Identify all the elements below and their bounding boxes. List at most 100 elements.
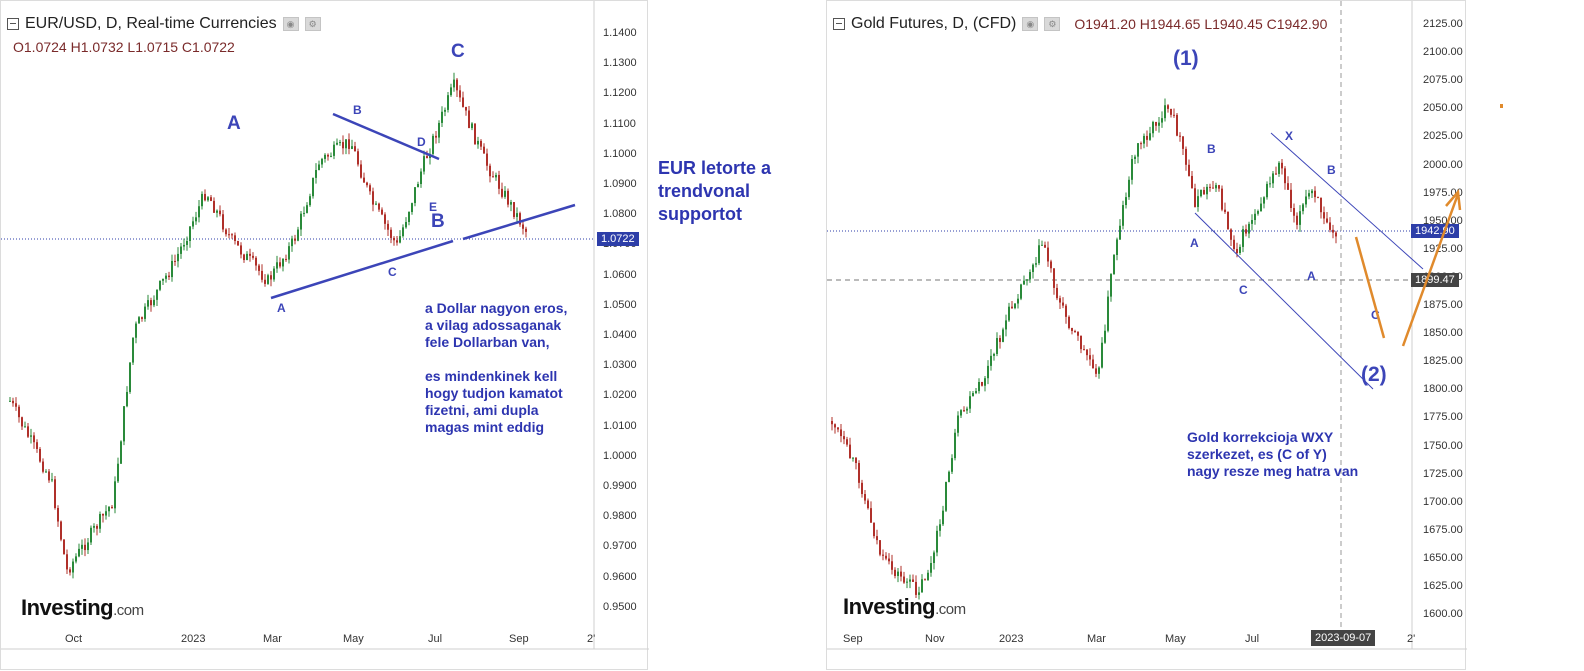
gold-candle-body (1032, 264, 1034, 273)
wave-label-C-major: C (451, 41, 465, 62)
gold-candle-body (1215, 185, 1217, 189)
eurusd-candle-body (345, 139, 347, 149)
gold-candle-body (963, 410, 965, 412)
eurusd-current-price-tag: 1.0722 (597, 232, 639, 246)
wave-label-b-minor: B (353, 103, 362, 117)
gold-time-axis[interactable]: Sep Nov 2023 Mar May Jul 2' (827, 633, 1467, 649)
eurusd-candle-body (414, 187, 416, 204)
eurusd-candle-body (219, 210, 221, 215)
eurusd-candle-body (12, 400, 14, 404)
price-tick-label: 1.1000 (603, 147, 637, 160)
eurusd-upper-trendline (332, 112, 440, 161)
gold-candle-body (1233, 239, 1235, 249)
eurusd-candle-body (267, 275, 269, 284)
eurusd-candle-body (297, 229, 299, 241)
eurusd-candle-body (492, 176, 494, 178)
eurusd-candle-body (138, 317, 140, 324)
visibility-icon[interactable]: ◉ (282, 17, 299, 31)
gold-candle-body (1179, 135, 1181, 137)
gold-candle-body (1194, 188, 1196, 207)
eurusd-candle-body (180, 246, 182, 254)
gold-candle-body (921, 579, 923, 593)
gold-candle-body (1101, 342, 1103, 368)
gold-candle-body (987, 365, 989, 379)
eurusd-candle-body (195, 217, 197, 222)
price-tick-label: 2000.00 (1423, 158, 1463, 171)
gold-candle-body (1281, 162, 1283, 169)
eurusd-candlestick-plot[interactable] (1, 1, 649, 671)
gold-candle-body (1059, 298, 1061, 303)
gold-candle-body (861, 482, 863, 495)
gold-candle-body (939, 524, 941, 531)
eurusd-candle-body (204, 193, 206, 201)
eurusd-candle-body (174, 260, 176, 262)
price-tick-label: 2125.00 (1423, 18, 1463, 30)
price-tick-label: 1875.00 (1423, 299, 1463, 311)
eurusd-candle-body (333, 144, 335, 156)
gold-chart-panel[interactable]: Gold Futures, D, (CFD) ◉ ⚙ O1941.20 H194… (826, 0, 1467, 671)
gold-candle-body (1308, 193, 1310, 197)
eurusd-candle-body (252, 255, 254, 258)
gold-candle-body (1023, 280, 1025, 285)
gold-candle-body (1332, 229, 1334, 233)
price-tick-label: 2050.00 (1423, 102, 1463, 115)
gold-candle-body (1206, 186, 1208, 195)
gold-candle-body (918, 592, 920, 595)
gold-candle-body (1095, 368, 1097, 374)
eurusd-candle-body (81, 544, 83, 549)
investing-logo: Investing.com (21, 595, 144, 620)
gold-candle-body (1149, 133, 1151, 140)
gold-candle-body (1182, 136, 1184, 149)
eurusd-candle-body (312, 177, 314, 197)
eurusd-candle-body (348, 139, 350, 149)
gold-candle-body (1185, 148, 1187, 165)
gold-candle-body (1212, 187, 1214, 189)
eurusd-time-axis[interactable]: Oct 2023 Mar May Jul Sep 2' (1, 633, 649, 649)
gold-candle-body (996, 338, 998, 354)
price-tick-label: 0.9700 (603, 540, 637, 553)
gold-candle-body (1146, 135, 1148, 140)
gold-candle-body (1089, 355, 1091, 360)
gold-candle-body (1224, 209, 1226, 212)
gold-candle-body (1092, 359, 1094, 369)
price-tick-label: 1625.00 (1423, 580, 1463, 592)
eurusd-candle-body (222, 214, 224, 230)
gold-candle-body (1161, 118, 1163, 123)
gold-candle-body (1062, 302, 1064, 306)
gold-candle-body (966, 408, 968, 411)
price-tick-label: 1.0500 (603, 298, 637, 311)
gold-candlestick-plot[interactable] (827, 1, 1467, 671)
eurusd-candle-body (456, 79, 458, 91)
settings-icon[interactable]: ⚙ (304, 17, 321, 31)
price-tick-label: 0.9600 (603, 570, 637, 583)
eurusd-candle-body (396, 240, 398, 243)
gold-candle-body (993, 353, 995, 356)
eurusd-candle-body (405, 222, 407, 228)
gold-candle-body (1320, 197, 1322, 213)
gold-candle-body (1131, 158, 1133, 180)
gold-candle-body (1302, 204, 1304, 212)
gold-chart-title: Gold Futures, D, (CFD) (851, 15, 1017, 32)
eurusd-candle-body (42, 461, 44, 472)
price-tick-label: 0.9900 (603, 480, 637, 492)
eurusd-candle-body (303, 212, 305, 214)
settings-icon[interactable]: ⚙ (1044, 17, 1061, 31)
gold-candle-body (1068, 316, 1070, 329)
gold-candle-body (972, 393, 974, 397)
eurusd-candle-body (231, 234, 233, 236)
eurusd-candle-body (510, 202, 512, 205)
eurusd-candle-body (489, 165, 491, 177)
eurusd-chart-panel[interactable]: EUR/USD, D, Real-time Currencies ◉ ⚙ O1.… (0, 0, 649, 671)
gold-candle-body (1284, 168, 1286, 184)
eurusd-candle-body (105, 511, 107, 516)
visibility-icon[interactable]: ◉ (1022, 17, 1039, 31)
collapse-icon[interactable] (7, 18, 19, 30)
eurusd-candle-body (462, 97, 464, 107)
price-tick-label: 1.0000 (603, 449, 637, 462)
collapse-icon[interactable] (833, 18, 845, 30)
eurusd-candle-body (438, 122, 440, 138)
eurusd-candle-body (258, 265, 260, 271)
time-tick-label: 2023 (999, 633, 1024, 645)
eurusd-candle-body (444, 109, 446, 112)
gold-ohlc: O1941.20 H1944.65 L1940.45 C1942.90 (1074, 16, 1328, 32)
